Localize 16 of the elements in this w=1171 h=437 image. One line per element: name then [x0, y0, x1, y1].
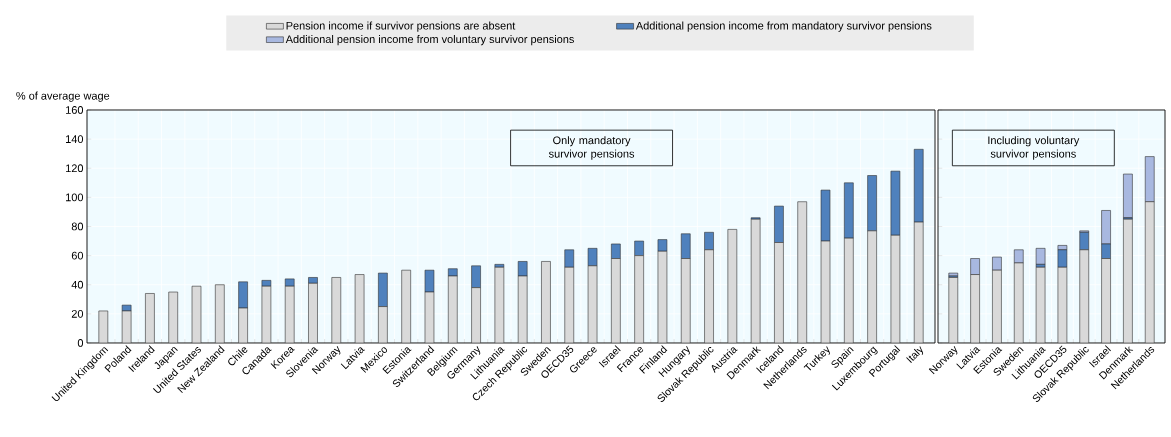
legend-label: Pension income if survivor pensions are absent — [286, 21, 516, 32]
y-tick-label: 140 — [66, 135, 84, 143]
y-tick-label: 120 — [66, 164, 84, 173]
y-tick-label: 160 — [66, 106, 84, 114]
y-tick-label: 20 — [71, 309, 84, 318]
y-tick-label: 0 — [77, 339, 84, 347]
annotation: Only mandatory survivor pensions — [548, 136, 635, 160]
annotation: Including voluntary survivor pensions — [988, 136, 1080, 160]
y-tick-label: 80 — [71, 222, 84, 231]
y-tick-label: 40 — [71, 280, 84, 289]
legend-label: Additional pension income from voluntary survivor pensions — [285, 34, 574, 46]
y-tick-label: 60 — [71, 251, 84, 260]
legend-label: Additional pension income from mandatory survivor pensions — [635, 21, 932, 32]
y-tick-label: 100 — [66, 193, 84, 202]
y-axis-title: % of average wage — [16, 91, 110, 102]
x-tick-label: Italy — [906, 346, 924, 363]
